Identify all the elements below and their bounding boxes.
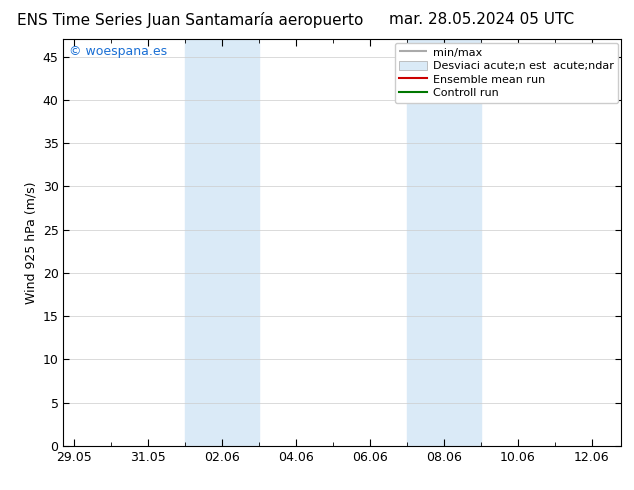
Text: mar. 28.05.2024 05 UTC: mar. 28.05.2024 05 UTC bbox=[389, 12, 574, 27]
Y-axis label: Wind 925 hPa (m/s): Wind 925 hPa (m/s) bbox=[24, 181, 37, 304]
Legend: min/max, Desviaci acute;n est  acute;ndar, Ensemble mean run, Controll run: min/max, Desviaci acute;n est acute;ndar… bbox=[395, 43, 618, 103]
Bar bbox=[185, 39, 259, 446]
Text: ENS Time Series Juan Santamaría aeropuerto: ENS Time Series Juan Santamaría aeropuer… bbox=[17, 12, 363, 28]
Bar bbox=[407, 39, 481, 446]
Text: © woespana.es: © woespana.es bbox=[69, 45, 167, 58]
